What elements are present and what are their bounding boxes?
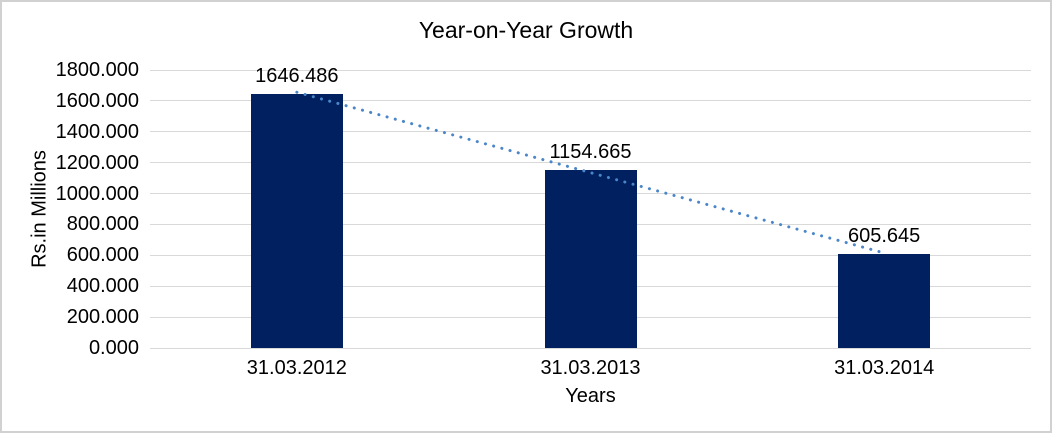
y-axis-tick-label: 1000.000	[55, 182, 139, 205]
bar	[838, 254, 931, 348]
chart-title: Year-on-Year Growth	[418, 17, 634, 43]
x-axis-tick-label: 31.03.2013	[540, 357, 641, 379]
gridline	[150, 347, 1031, 349]
bar-data-label: 605.645	[848, 225, 921, 248]
y-axis-tick-label: 800.000	[66, 213, 139, 236]
x-axis-title: Years	[565, 385, 616, 407]
y-axis-tick-label: 0.000	[88, 337, 139, 359]
y-axis-tick-label: 1800.000	[55, 59, 139, 81]
bar	[250, 93, 343, 348]
y-axis-tick-label: 600.000	[66, 244, 139, 267]
x-axis-tick-label: 31.03.2012	[246, 357, 347, 379]
y-axis-tick-label: 1200.000	[55, 151, 139, 174]
bar-data-label: 1154.665	[549, 140, 632, 163]
bar-data-label: 1646.486	[255, 64, 339, 87]
y-axis-tick-label: 400.000	[66, 275, 139, 298]
bar	[544, 169, 637, 348]
y-axis-tick-label: 1600.000	[55, 89, 139, 112]
gridline	[150, 69, 1031, 71]
x-axis-tick-label: 31.03.2014	[834, 357, 935, 379]
y-axis-tick-label: 200.000	[66, 306, 139, 329]
y-axis-tick-label: 1400.000	[55, 120, 139, 143]
